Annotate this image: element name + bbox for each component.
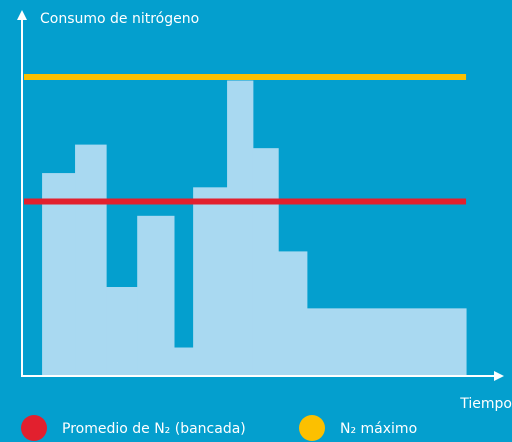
step-bar — [42, 173, 76, 376]
step-bar — [306, 308, 467, 376]
legend-swatch — [21, 415, 47, 441]
legend-label: N₂ máximo — [340, 421, 417, 437]
step-bar — [227, 80, 254, 377]
step-bar — [106, 287, 138, 376]
step-bar — [278, 251, 308, 376]
step-bar — [137, 215, 175, 376]
legend-label: Promedio de N₂ (bancada) — [62, 421, 246, 437]
step-bar — [252, 148, 279, 376]
step-bar — [174, 347, 194, 376]
y-axis-label: Consumo de nitrógeno — [40, 11, 199, 27]
legend-swatch — [299, 415, 325, 441]
y-arrow — [17, 10, 27, 20]
step-bar — [75, 144, 107, 376]
x-axis-label: Tiempo — [459, 396, 512, 412]
step-bar — [193, 187, 228, 376]
plot — [42, 80, 467, 377]
x-arrow — [494, 371, 504, 381]
